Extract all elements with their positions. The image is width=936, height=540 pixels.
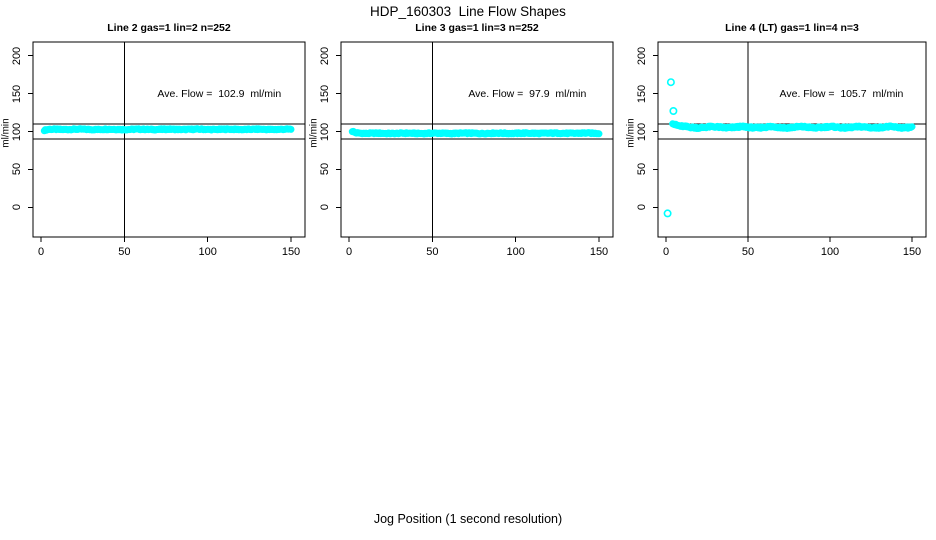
y-tick-label: 50 (636, 163, 648, 176)
panel-frame-group (28, 41, 306, 242)
x-tick-label: 150 (589, 246, 609, 258)
x-tick-label: 50 (741, 246, 755, 258)
x-tick-label: 100 (198, 246, 217, 258)
y-tick-label: 150 (11, 84, 23, 103)
x-tick-label: 50 (118, 246, 131, 258)
x-tick-label: 100 (820, 246, 840, 258)
x-tick-label: 150 (902, 246, 922, 258)
outlier-point (666, 78, 675, 87)
main-title: HDP_160303 Line Flow Shapes (370, 4, 566, 19)
x-tick-label: 150 (281, 246, 301, 258)
y-tick-label: 50 (11, 163, 23, 176)
x-axis-label: Jog Position (1 second resolution) (373, 512, 563, 526)
x-tick-label: 0 (37, 246, 45, 258)
x-tick-label: 0 (662, 246, 670, 258)
y-tick-label: 50 (319, 163, 331, 176)
y-tick-label: 100 (636, 122, 648, 141)
scatter-points-group (663, 78, 916, 218)
x-tick-label: 0 (345, 246, 353, 258)
panel-title: Line 2 gas=1 lin=2 n=252 (107, 22, 231, 34)
panel-title: Line 4 (LT) gas=1 lin=4 n=3 (725, 22, 859, 34)
scatter-points-group (40, 125, 295, 135)
y-tick-label: 150 (636, 84, 648, 103)
y-tick-label: 200 (636, 46, 648, 65)
y-axis-label: ml/min (308, 118, 320, 148)
ave-flow-annotation: Ave. Flow = 102.9 ml/min (157, 87, 282, 100)
ave-flow-annotation: Ave. Flow = 97.9 ml/min (468, 87, 587, 100)
outlier-point (669, 107, 678, 116)
y-axis-label: ml/min (0, 118, 12, 148)
y-axis-label: ml/min (625, 118, 637, 148)
panel-frame-group (336, 41, 614, 242)
y-tick-label: 0 (319, 204, 331, 211)
scatter-points-group (348, 127, 603, 138)
y-tick-label: 0 (636, 204, 648, 211)
x-tick-label: 50 (426, 246, 439, 258)
y-tick-label: 150 (319, 84, 331, 103)
ave-flow-annotation: Ave. Flow = 105.7 ml/min (779, 87, 904, 100)
y-tick-label: 100 (11, 122, 23, 141)
y-tick-label: 100 (319, 122, 331, 141)
outlier-point (663, 209, 672, 218)
y-tick-label: 200 (319, 46, 331, 65)
x-tick-label: 100 (506, 246, 525, 258)
panel-title: Line 3 gas=1 lin=3 n=252 (415, 22, 539, 34)
y-tick-label: 200 (11, 46, 23, 65)
panel-frame-group (653, 41, 927, 242)
y-tick-label: 0 (11, 204, 23, 211)
